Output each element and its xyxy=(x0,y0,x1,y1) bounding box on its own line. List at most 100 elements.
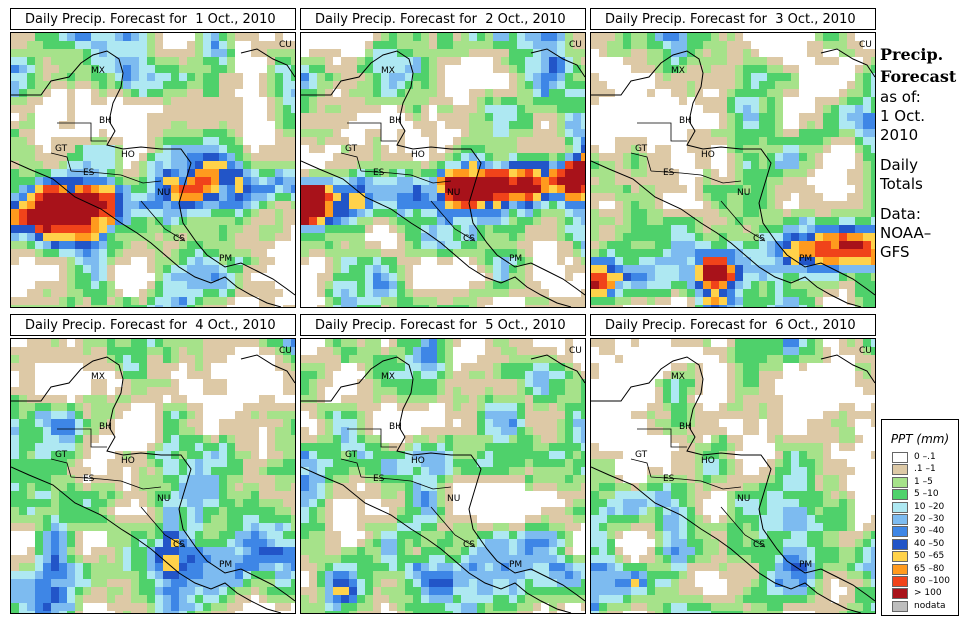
precip-cell xyxy=(453,297,461,305)
precip-cell xyxy=(195,137,203,145)
precip-cell xyxy=(179,233,187,241)
precip-cell xyxy=(67,185,75,193)
precip-cell xyxy=(341,121,349,129)
precip-cell xyxy=(35,587,43,595)
precip-cell xyxy=(11,523,19,531)
precip-cell xyxy=(195,297,203,305)
precip-cell xyxy=(607,41,615,49)
precip-cell xyxy=(203,467,211,475)
precip-cell xyxy=(623,217,631,225)
precip-cell xyxy=(195,395,203,403)
precip-cell xyxy=(687,97,695,105)
precip-cell xyxy=(35,305,43,307)
precip-cell xyxy=(11,547,19,555)
precip-cell xyxy=(107,419,115,427)
precip-cell xyxy=(203,89,211,97)
precip-cell xyxy=(573,185,581,193)
precip-cell xyxy=(607,33,615,41)
precip-cell xyxy=(631,73,639,81)
precip-cell xyxy=(655,201,663,209)
precip-cell xyxy=(11,483,19,491)
precip-cell xyxy=(99,467,107,475)
precip-cell xyxy=(581,129,585,137)
precip-cell xyxy=(533,33,541,41)
precip-cell xyxy=(115,153,123,161)
precip-cell xyxy=(115,531,123,539)
precip-cell xyxy=(631,81,639,89)
precip-cell xyxy=(767,305,775,307)
precip-cell xyxy=(19,387,27,395)
precip-cell xyxy=(83,193,91,201)
precip-cell xyxy=(679,225,687,233)
precip-cell xyxy=(591,209,599,217)
precip-cell xyxy=(671,185,679,193)
precip-cell xyxy=(743,201,751,209)
precip-cell xyxy=(847,281,855,289)
precip-cell xyxy=(871,305,875,307)
precip-cell xyxy=(695,225,703,233)
precip-cell xyxy=(67,347,75,355)
precip-cell xyxy=(445,113,453,121)
precip-cell xyxy=(509,225,517,233)
precip-cell xyxy=(719,121,727,129)
precip-cell xyxy=(647,257,655,265)
precip-cell xyxy=(783,217,791,225)
precip-cell xyxy=(517,81,525,89)
precip-cell xyxy=(863,265,871,273)
precip-cell xyxy=(663,105,671,113)
precip-cell xyxy=(591,137,599,145)
precip-cell xyxy=(791,137,799,145)
precip-cell xyxy=(791,145,799,153)
precip-cell xyxy=(863,193,871,201)
precip-cell xyxy=(743,257,751,265)
precip-cell xyxy=(259,563,267,571)
precip-cell xyxy=(123,129,131,137)
precip-cell xyxy=(19,161,27,169)
precip-cell xyxy=(743,169,751,177)
precip-cell xyxy=(461,225,469,233)
precip-cell xyxy=(695,73,703,81)
precip-cell xyxy=(91,491,99,499)
precip-cell xyxy=(227,515,235,523)
precip-cell xyxy=(847,289,855,297)
precip-cell xyxy=(59,201,67,209)
precip-cell xyxy=(493,241,501,249)
precip-cell xyxy=(799,289,807,297)
precip-cell xyxy=(59,515,67,523)
precip-cell xyxy=(107,41,115,49)
precip-cell xyxy=(99,113,107,121)
precip-cell xyxy=(211,49,219,57)
precip-cell xyxy=(43,435,51,443)
precip-cell xyxy=(59,177,67,185)
precip-cell xyxy=(767,233,775,241)
precip-cell xyxy=(823,233,831,241)
precip-cell xyxy=(501,49,509,57)
precip-cell xyxy=(541,169,549,177)
precip-cell xyxy=(219,169,227,177)
precip-cell xyxy=(291,427,295,435)
precip-cell xyxy=(283,347,291,355)
precip-cell xyxy=(333,249,341,257)
precip-cell xyxy=(67,121,75,129)
precip-cell xyxy=(517,105,525,113)
precip-cell xyxy=(291,89,295,97)
precip-cell xyxy=(581,73,585,81)
precip-cell xyxy=(767,121,775,129)
precip-cell xyxy=(599,33,607,41)
precip-cell xyxy=(35,153,43,161)
precip-cell xyxy=(91,587,99,595)
precip-cell xyxy=(203,169,211,177)
precip-cell xyxy=(317,169,325,177)
precip-cell xyxy=(631,273,639,281)
precip-cell xyxy=(171,153,179,161)
precip-cell xyxy=(251,137,259,145)
precip-cell xyxy=(83,121,91,129)
precip-cell xyxy=(131,105,139,113)
precip-cell xyxy=(421,145,429,153)
precip-cell xyxy=(235,531,243,539)
precip-cell xyxy=(171,427,179,435)
precip-cell xyxy=(751,193,759,201)
precip-cell xyxy=(405,177,413,185)
precip-cell xyxy=(759,273,767,281)
precip-cell xyxy=(115,539,123,547)
